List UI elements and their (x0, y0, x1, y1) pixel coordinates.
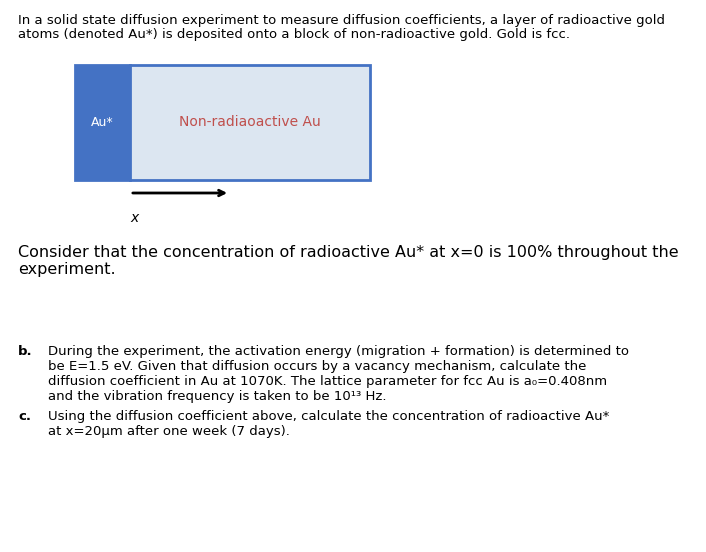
Text: In a solid state diffusion experiment to measure diffusion coefficients, a layer: In a solid state diffusion experiment to… (18, 14, 665, 27)
Text: diffusion coefficient in Au at 1070K. The lattice parameter for fcc Au is a₀=0.4: diffusion coefficient in Au at 1070K. Th… (48, 375, 607, 388)
Text: be E=1.5 eV. Given that diffusion occurs by a vacancy mechanism, calculate the: be E=1.5 eV. Given that diffusion occurs… (48, 360, 587, 373)
Text: atoms (denoted Au*) is deposited onto a block of non-radioactive gold. Gold is f: atoms (denoted Au*) is deposited onto a … (18, 28, 570, 41)
Text: Non-radiaoactive Au: Non-radiaoactive Au (179, 115, 321, 130)
Text: x: x (130, 211, 138, 225)
Text: During the experiment, the activation energy (migration + formation) is determin: During the experiment, the activation en… (48, 345, 629, 358)
Text: and the vibration frequency is taken to be 10¹³ Hz.: and the vibration frequency is taken to … (48, 390, 386, 403)
Text: c.: c. (18, 410, 31, 423)
Text: experiment.: experiment. (18, 262, 116, 277)
Bar (130, 65, 370, 180)
Bar (75, 65, 130, 180)
Text: Using the diffusion coefficient above, calculate the concentration of radioactiv: Using the diffusion coefficient above, c… (48, 410, 609, 423)
Text: b.: b. (18, 345, 32, 358)
Text: Au*: Au* (91, 116, 114, 129)
Text: at x=20μm after one week (7 days).: at x=20μm after one week (7 days). (48, 425, 290, 438)
Text: Consider that the concentration of radioactive Au* at x=0 is 100% throughout the: Consider that the concentration of radio… (18, 245, 678, 260)
